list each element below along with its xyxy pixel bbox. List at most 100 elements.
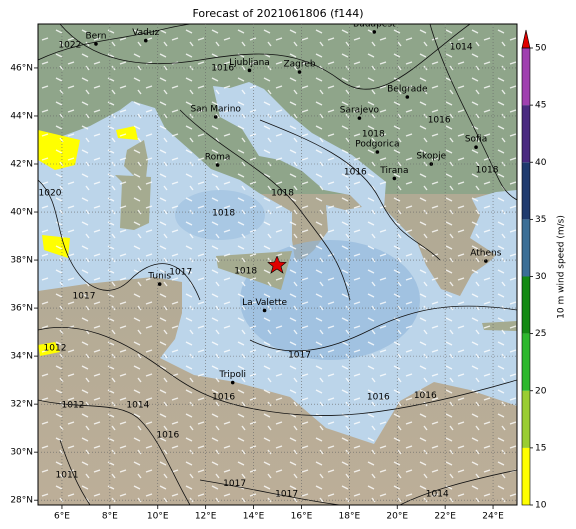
city-dot — [94, 42, 98, 46]
contour-label: 1014 — [426, 490, 449, 500]
contour-label: 1018 — [476, 166, 499, 176]
x-tick-label: 8°E — [102, 512, 118, 522]
city-dot — [484, 259, 488, 263]
city-label: La Valette — [242, 298, 287, 308]
contour-label: 1016 — [367, 393, 390, 403]
x-tick-label: 24°E — [482, 512, 504, 522]
city-dot — [262, 308, 267, 313]
city-label: Sofia — [465, 135, 487, 145]
contour-label: 1017 — [169, 268, 192, 278]
colorbar-tick-label: 50 — [535, 44, 547, 54]
contour-label: 1020 — [39, 189, 62, 199]
city-label: Sarajevo — [340, 106, 380, 116]
city-dot — [247, 68, 252, 73]
y-tick-label: 44°N — [10, 111, 33, 121]
contour-label: 1016 — [414, 391, 437, 401]
colorbar-tick-label: 10 — [535, 501, 547, 511]
city-label: Zagreb — [283, 60, 315, 70]
y-tick-label: 36°N — [10, 304, 33, 314]
colorbar-tick-label: 40 — [535, 158, 547, 168]
colorbar-segment — [522, 105, 530, 163]
city-label: Ljubljana — [229, 58, 270, 68]
contour-label: 1011 — [56, 471, 79, 481]
x-tick-label: 16°E — [291, 512, 313, 522]
city-dot — [297, 70, 302, 74]
colorbar: 10 15 20 25 30 35 40 45 50 — [521, 29, 547, 511]
contour-label: 1022 — [58, 40, 81, 50]
colorbar-segment — [522, 48, 530, 106]
title: Forecast of 2021061806 (f144) — [192, 7, 363, 20]
contour-label: 1016 — [212, 393, 235, 403]
x-tick-label: 18°E — [339, 512, 361, 522]
colorbar-label: 10 m wind speed (m/s) — [557, 215, 567, 319]
city-label: Tirana — [379, 166, 408, 176]
contour-label: 1017 — [73, 292, 96, 302]
colorbar-segment — [522, 276, 530, 334]
city-dot — [143, 38, 148, 43]
contour-label: 1012 — [62, 401, 85, 411]
city-label: Skopje — [416, 152, 446, 162]
city-dot — [405, 95, 410, 99]
y-tick-label: 42°N — [10, 160, 33, 170]
y-tick-label: 38°N — [10, 256, 33, 266]
colorbar-segment — [522, 447, 530, 505]
city-label: Roma — [205, 152, 231, 162]
map: 1022 1016 1014 1018 1016 1018 1018 1020 1017 1018… — [38, 19, 517, 505]
city-label: Tunis — [147, 272, 171, 282]
colorbar-segment — [522, 162, 530, 220]
contour-label: 1014 — [126, 401, 149, 411]
contour-label: 1016 — [344, 168, 367, 178]
y-tick-label: 30°N — [10, 448, 33, 458]
city-label: Athens — [470, 249, 501, 259]
city-dot — [157, 282, 162, 286]
city-dot — [372, 30, 377, 34]
y-tick-label: 34°N — [10, 352, 33, 362]
city-dot — [375, 150, 380, 154]
contour-label: 1018 — [271, 189, 294, 199]
colorbar-tick-label: 30 — [535, 272, 547, 282]
x-tick-label: 6°E — [54, 512, 70, 522]
colorbar-tick-label: 35 — [535, 215, 546, 225]
isobars — [38, 24, 517, 505]
city-dot — [392, 176, 397, 181]
contour-label: 1018 — [234, 267, 257, 277]
contour-label: 1016 — [428, 116, 451, 126]
contour-label: 1017 — [288, 351, 311, 361]
x-tick-label: 20°E — [386, 512, 408, 522]
contour-label: 1017 — [223, 479, 246, 489]
colorbar-tick-label: 15 — [535, 443, 546, 453]
city-label: Tripoli — [218, 370, 246, 380]
contour-label: 1012 — [44, 344, 67, 354]
city-label: Bern — [85, 31, 106, 41]
city-label: Podgorica — [355, 139, 399, 149]
city-label: San Marino — [190, 104, 241, 114]
city-label: Budapest — [353, 19, 396, 29]
x-tick-label: 22°E — [434, 512, 456, 522]
map-frame — [37, 23, 518, 506]
colorbar-segment — [522, 390, 530, 448]
colorbar-tick-label: 25 — [535, 329, 546, 339]
contour-label: 1018 — [362, 129, 385, 139]
contour-label: 1014 — [450, 43, 473, 53]
y-tick-label: 40°N — [10, 208, 33, 218]
axes: 6°E 8°E 10°E 12°E 14°E 16°E 18°E 20°E 22°E 24°E 28… — [10, 24, 517, 522]
colorbar-tick-label: 45 — [535, 101, 546, 111]
city-dot — [474, 145, 478, 149]
contour-label: 1016 — [156, 431, 179, 441]
city-dot — [357, 116, 362, 120]
y-tick-label: 28°N — [10, 496, 33, 506]
colorbar-extend — [521, 29, 531, 49]
x-tick-label: 10°E — [147, 512, 169, 522]
colorbar-segment — [522, 333, 530, 391]
contour-label: 1018 — [212, 209, 235, 219]
y-tick-label: 32°N — [10, 400, 33, 410]
y-tick-label: 46°N — [10, 63, 33, 73]
marker-star — [267, 255, 287, 274]
contour-label: 1016 — [211, 63, 234, 73]
city-label: Belgrade — [387, 85, 428, 95]
overlay: 1022 1016 1014 1018 1016 1018 1018 1020 1017 1018… — [39, 19, 502, 500]
colorbar-tick-label: 20 — [535, 386, 547, 396]
colorbar-segment — [522, 219, 530, 277]
city-dot — [230, 380, 235, 385]
